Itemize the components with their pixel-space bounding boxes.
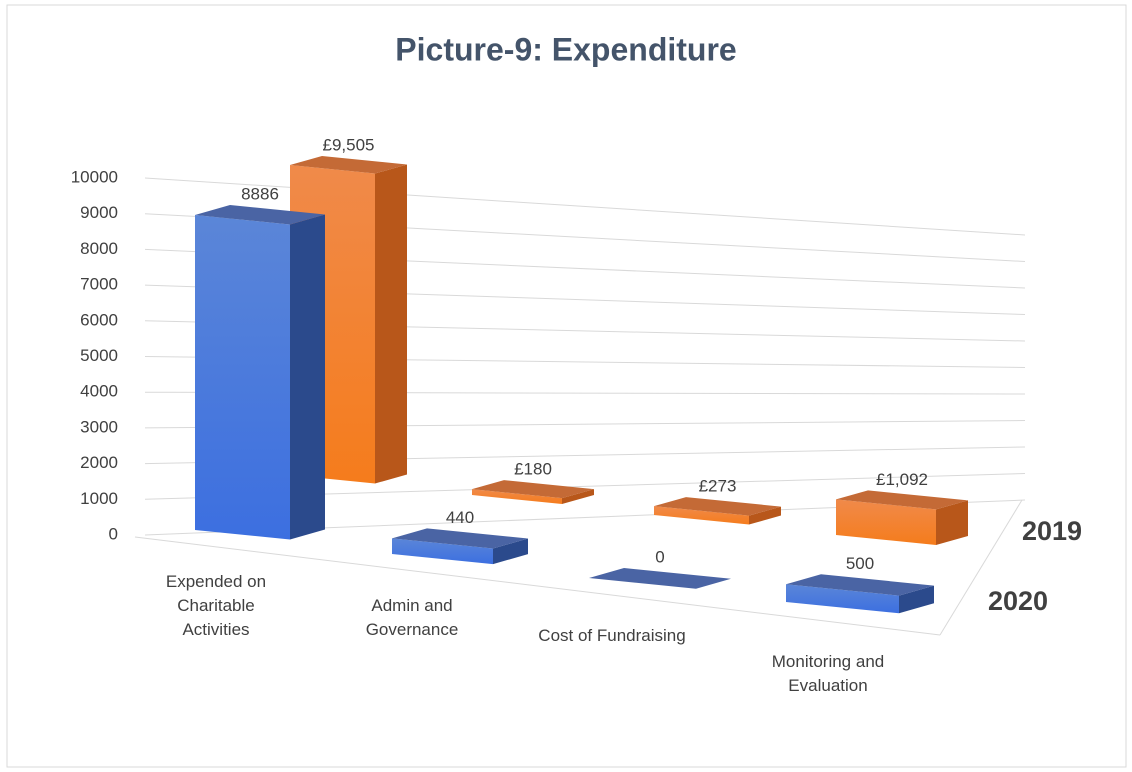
bar-top	[654, 497, 781, 516]
bar-front	[786, 584, 899, 614]
bar-top	[290, 156, 407, 174]
bar-top	[195, 205, 325, 225]
value-label: 440	[446, 508, 474, 527]
value-label: 500	[846, 554, 874, 573]
value-label: £1,092	[876, 470, 928, 489]
x-tick-label: Cost of Fundraising	[538, 626, 686, 645]
bar-front	[472, 489, 562, 504]
x-tick-label: Expended on Charitable Activities	[165, 572, 267, 639]
y-tick-label: 8000	[80, 239, 118, 258]
bar-side	[290, 214, 325, 540]
y-tick-label: 7000	[80, 275, 118, 294]
y-tick-label: 4000	[80, 382, 118, 401]
x-tick-label: Admin and Governance	[365, 596, 459, 639]
y-tick-label: 9000	[80, 203, 118, 222]
bar	[786, 574, 934, 614]
series-label: 2020	[988, 586, 1048, 616]
floor-edge	[134, 536, 941, 636]
value-label: 0	[655, 547, 664, 566]
bar	[195, 205, 325, 540]
series-label: 2019	[1022, 516, 1082, 546]
y-tick-label: 5000	[80, 346, 118, 365]
bar-front	[654, 506, 749, 525]
chart-title: Picture-9: Expenditure	[395, 31, 736, 67]
bar	[589, 568, 731, 589]
bar-top	[589, 568, 731, 589]
bar	[836, 490, 968, 545]
bar	[472, 480, 594, 504]
bar	[392, 528, 528, 565]
bar-front	[836, 499, 936, 545]
bar-top	[472, 480, 594, 499]
y-tick-label: 2000	[80, 453, 118, 472]
bar-side	[493, 538, 528, 565]
bar-front	[195, 215, 290, 540]
value-label: £9,505	[323, 135, 375, 154]
frame	[6, 4, 1127, 768]
bar-side	[899, 585, 934, 614]
bar-front	[392, 538, 493, 565]
bar-top	[392, 528, 528, 549]
x-tick-label: Monitoring and Evaluation	[771, 652, 885, 695]
y-tick-label: 6000	[80, 310, 118, 329]
bar-top	[786, 574, 934, 596]
y-tick-label: 10000	[71, 167, 118, 186]
bar-side	[936, 500, 968, 545]
value-label: £273	[699, 477, 737, 496]
value-label: 8886	[241, 184, 279, 203]
y-tick-label: 0	[109, 524, 118, 543]
depth-edge	[939, 499, 1023, 636]
value-label: £180	[514, 460, 552, 479]
y-tick-label: 1000	[80, 489, 118, 508]
y-tick-label: 3000	[80, 417, 118, 436]
bar-side	[749, 506, 781, 525]
bar-side	[562, 489, 594, 504]
bar-top	[836, 490, 968, 510]
bar	[654, 497, 781, 525]
bar-side	[375, 164, 407, 484]
